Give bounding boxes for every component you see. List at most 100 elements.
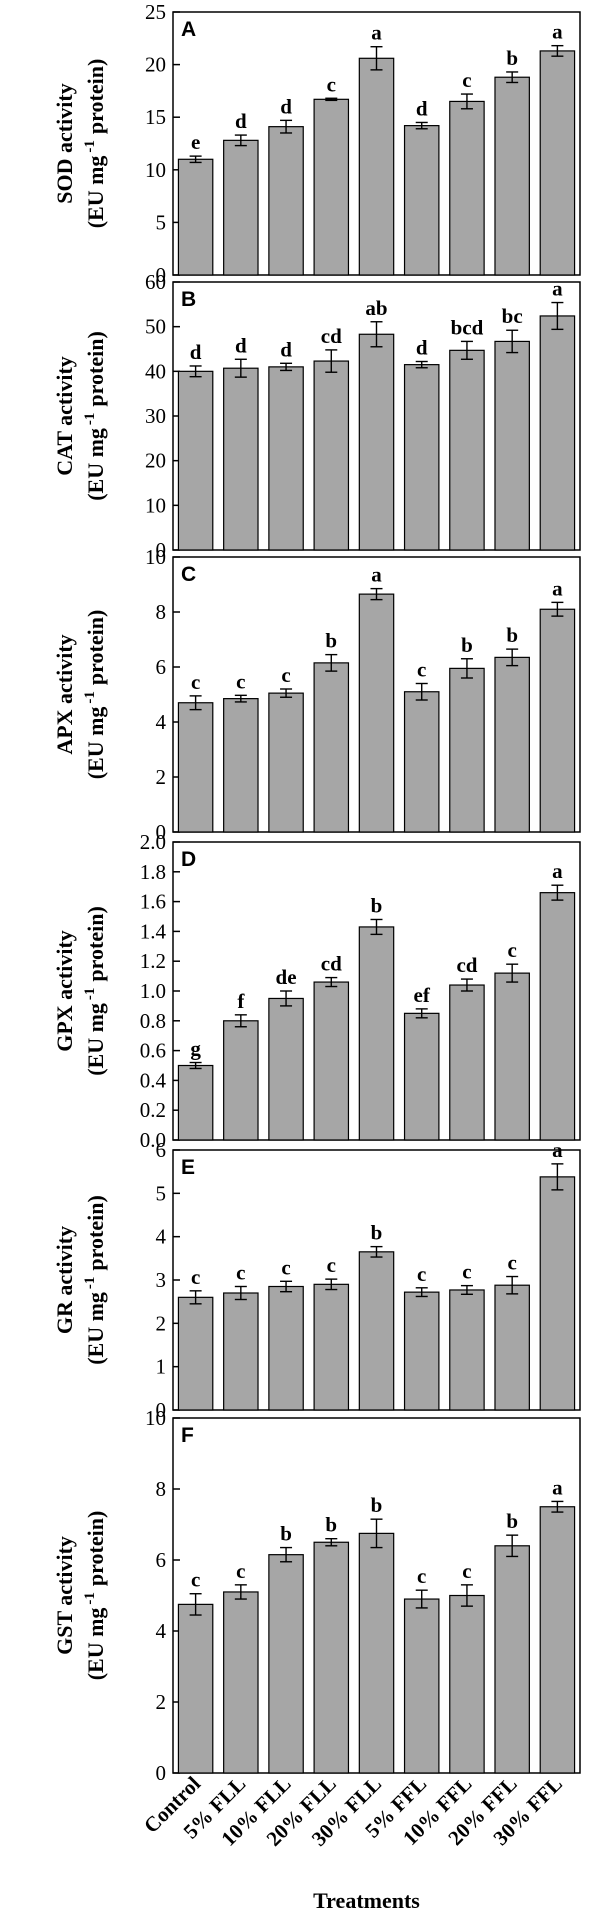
y-tick-label: 10 [145,158,166,182]
bar [358,333,395,551]
panel-a: 0 5 10 15 20 25 Ae d d c a d c b a SOD activity (EU mg -1… [52,0,581,287]
y-axis-label: GR activity [52,1226,77,1334]
significance-letter: d [235,109,247,133]
unit-part: (EU mg [83,156,108,229]
y-axis-label: GST activity [52,1536,77,1655]
significance-letter: a [552,277,563,301]
unit-part: (EU mg [83,1003,108,1076]
y-tick-label: 0.4 [140,1068,167,1092]
y-tick-label: 0.0 [140,1128,166,1152]
significance-letter: b [461,633,473,657]
bar [449,349,485,551]
bar [313,98,350,276]
panel-f: 0 2 4 6 8 10 Fc c b b b c c b a GST activity (EU mg -1 pro… [52,1406,581,1785]
y-tick-label: 0 [156,1761,167,1785]
significance-letter: c [327,1253,336,1277]
y-tick-label: 0.8 [140,1009,166,1033]
panel-letter: A [181,18,196,41]
y-tick-label: 2 [156,1311,167,1335]
significance-letter: b [325,629,337,653]
y-tick-label: 6 [156,1548,167,1572]
significance-letter: a [371,21,382,45]
y-tick-label: 6 [156,655,167,679]
unit-part: protein) [83,59,108,134]
significance-letter: bc [502,304,523,328]
bar [223,1591,259,1774]
unit-superscript: -1 [82,1277,98,1290]
panel-d: 0.00.20.40.60.81.01.21.41.61.82.0Dgfdecd… [52,830,581,1152]
y-tick-label: 4 [156,710,167,734]
y-axis-label: CAT activity [52,356,77,476]
unit-part: protein) [83,1195,108,1270]
unit-superscript: -1 [82,413,98,426]
panel-c: 0 2 4 6 8 10 Cc c c b a c b b a APX activity (EU mg -1 pro… [52,545,581,844]
y-tick-label: 2 [156,1690,167,1714]
x-axis-title: Treatments [313,1888,420,1913]
bar [268,1285,304,1411]
bar [313,981,350,1141]
bar [539,892,576,1141]
significance-letter: g [190,1037,201,1061]
y-axis-unit-label: (EU mg -1 protein) [82,610,108,780]
y-tick-label: 2 [156,765,167,789]
bar [177,702,214,833]
significance-letter: d [416,336,428,360]
bar [539,315,576,551]
significance-letter: c [508,938,517,962]
unit-part: (EU mg [83,1292,108,1365]
y-tick-label: 0.2 [140,1098,166,1122]
significance-letter: c [327,72,336,96]
unit-superscript: -1 [82,691,98,704]
bar [449,1289,485,1411]
significance-letter: c [281,663,290,687]
bar [268,126,304,276]
bar [403,1598,440,1774]
y-axis-label: SOD activity [52,83,77,203]
y-tick-label: 8 [156,1477,167,1501]
unit-part: protein) [83,610,108,685]
bar [494,1284,530,1411]
significance-letter: b [371,1221,383,1245]
significance-letter: c [462,68,471,92]
significance-letter: a [552,1475,563,1499]
bar [177,1064,214,1141]
bar [177,158,214,276]
y-tick-label: 30 [145,404,166,428]
significance-letter: a [552,859,563,883]
significance-letter: d [190,340,202,364]
significance-letter: c [417,658,426,682]
y-tick-label: 0 [156,820,167,844]
significance-letter: c [191,670,200,694]
y-tick-label: 0 [156,263,167,287]
bar [268,1554,304,1774]
significance-letter: c [191,1568,200,1592]
bar [358,593,395,833]
significance-letter: c [236,669,245,693]
y-tick-label: 1 [156,1355,167,1379]
bar [358,1532,395,1774]
y-tick-label: 40 [145,359,166,383]
y-axis-unit-label: (EU mg -1 protein) [82,59,108,229]
bar [223,1020,259,1141]
bar [539,50,576,276]
bar [313,662,350,833]
bar [449,100,485,276]
unit-part: (EU mg [83,707,108,780]
bar [223,698,259,833]
significance-letter: c [281,1255,290,1279]
bar [494,340,530,551]
significance-letter: b [371,1493,383,1517]
y-tick-label: 60 [145,270,166,294]
unit-part: protein) [83,331,108,406]
y-tick-label: 1.6 [140,890,166,914]
bar [403,1012,440,1141]
bar [539,1176,576,1411]
bar [268,692,304,833]
significance-letter: cd [456,953,477,977]
panel-letter: C [181,563,196,586]
significance-letter: a [552,1138,563,1162]
significance-letter: ef [414,983,431,1007]
y-tick-label: 4 [156,1619,167,1643]
bar [403,125,440,276]
